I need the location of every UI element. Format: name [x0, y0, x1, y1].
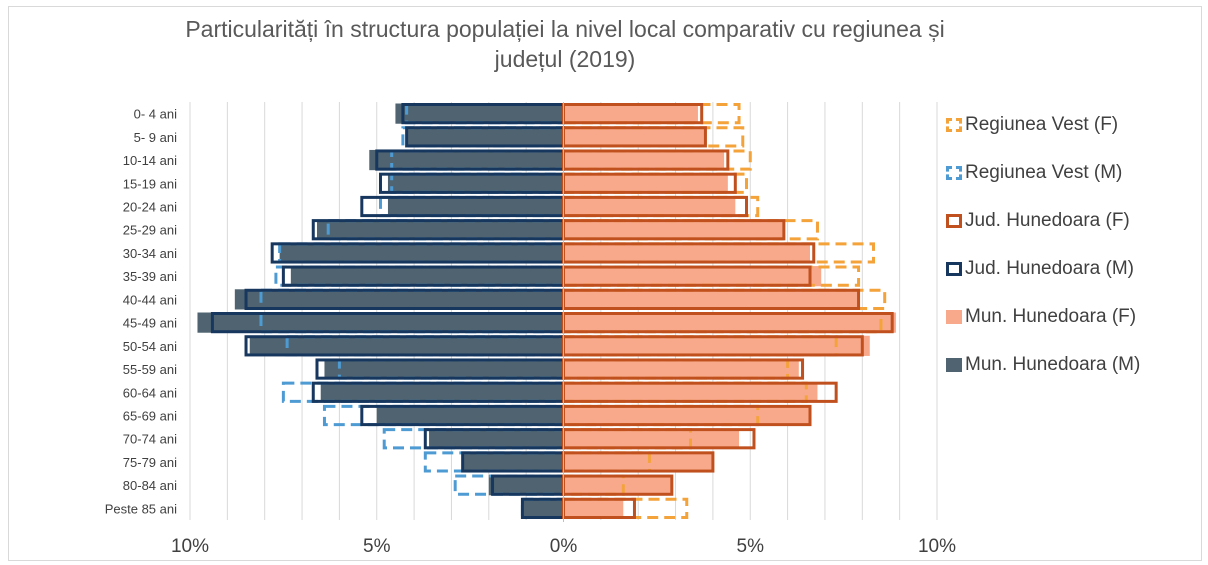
- category-label: 5- 9 ani: [134, 130, 177, 145]
- legend-label: Mun. Hunedoara (M): [965, 354, 1141, 375]
- legend-item: Jud. Hunedoara (F): [946, 206, 1130, 236]
- x-tick-label: 10%: [918, 536, 956, 557]
- bar-right-fill: [563, 475, 672, 496]
- bar-left-fill: [488, 475, 564, 496]
- bar-left-fill: [234, 289, 564, 310]
- legend-item: Mun. Hunedoara (M): [946, 350, 1140, 380]
- legend-swatch: [946, 262, 962, 276]
- bar-left-fill: [316, 219, 564, 240]
- bar-right-fill: [563, 219, 784, 240]
- bar-left-fill: [522, 498, 564, 519]
- category-label: 10-14 ani: [123, 153, 177, 168]
- legend-label: Jud. Hunedoara (F): [965, 210, 1130, 231]
- legend-swatch: [946, 358, 962, 372]
- category-label: 40-44 ani: [123, 292, 177, 307]
- x-tick-label: 5%: [737, 536, 765, 557]
- bar-right-fill: [563, 358, 799, 380]
- legend-label: Mun. Hunedoara (F): [965, 306, 1137, 327]
- bar-left-fill: [387, 173, 564, 194]
- category-label: 20-24 ani: [123, 200, 177, 215]
- x-tick-label: 10%: [171, 536, 209, 557]
- bar-right-fill: [563, 335, 870, 356]
- bar-right-fill: [563, 103, 698, 124]
- category-label: 45-49 ani: [123, 316, 177, 331]
- category-label: 65-69 ani: [123, 409, 177, 424]
- bar-left-fill: [324, 358, 564, 380]
- legend-swatch: [946, 118, 962, 132]
- category-label: 80-84 ani: [123, 478, 177, 493]
- bar-right-fill: [563, 428, 740, 449]
- x-tick-label: 0%: [550, 536, 578, 557]
- bar-right-fill: [563, 173, 728, 194]
- bar-right-fill: [563, 242, 811, 264]
- bar-right-fill: [563, 196, 736, 217]
- legend-label: Regiunea Vest (F): [965, 114, 1119, 135]
- legend-label: Jud. Hunedoara (M): [965, 258, 1134, 279]
- category-label: 30-34 ani: [123, 246, 177, 261]
- bar-right-fill: [563, 451, 713, 473]
- bar-left-fill: [406, 126, 564, 147]
- bar-right-fill: [563, 498, 624, 519]
- legend-item: Jud. Hunedoara (M): [946, 254, 1134, 284]
- bar-right-fill: [563, 289, 859, 310]
- chart-title-line-2: județul (2019): [494, 46, 636, 72]
- chart-title: Particularități în structura populației …: [0, 14, 1130, 74]
- bar-right-fill: [563, 149, 725, 171]
- bar-right-fill: [563, 266, 822, 287]
- bar-left-fill: [197, 312, 564, 333]
- category-label: 55-59 ani: [123, 362, 177, 377]
- bar-left-fill: [279, 242, 564, 264]
- bar-right-fill: [563, 382, 818, 403]
- bar-left-fill: [429, 428, 564, 449]
- bar-left-fill: [462, 451, 564, 473]
- category-label: 75-79 ani: [123, 455, 177, 470]
- bar-right-fill: [563, 312, 896, 333]
- category-label: 35-39 ani: [123, 269, 177, 284]
- category-label: Peste 85 ani: [105, 501, 177, 516]
- bar-right-fill: [563, 405, 811, 426]
- bar-left-fill: [290, 266, 564, 287]
- bar-left-fill: [369, 149, 564, 171]
- legend-item: Regiunea Vest (F): [946, 110, 1118, 140]
- category-label: 15-19 ani: [123, 176, 177, 191]
- legend-swatch: [946, 310, 962, 324]
- chart-title-line-1: Particularități în structura populației …: [185, 16, 945, 42]
- bar-left-fill: [387, 196, 564, 217]
- legend-swatch: [946, 166, 962, 180]
- legend-swatch: [946, 214, 962, 228]
- legend-item: Mun. Hunedoara (F): [946, 302, 1136, 332]
- bar-right-fill: [563, 126, 706, 147]
- bar-left-fill: [376, 405, 564, 426]
- category-label: 60-64 ani: [123, 385, 177, 400]
- bar-left-fill: [395, 103, 564, 124]
- x-tick-label: 5%: [363, 536, 391, 557]
- bar-left-fill: [249, 335, 564, 356]
- legend-label: Regiunea Vest (M): [965, 162, 1123, 183]
- category-label: 70-74 ani: [123, 432, 177, 447]
- category-label: 50-54 ani: [123, 339, 177, 354]
- category-label: 0- 4 ani: [134, 107, 177, 122]
- bar-left-fill: [320, 382, 564, 403]
- legend-item: Regiunea Vest (M): [946, 158, 1122, 188]
- category-label: 25-29 ani: [123, 223, 177, 238]
